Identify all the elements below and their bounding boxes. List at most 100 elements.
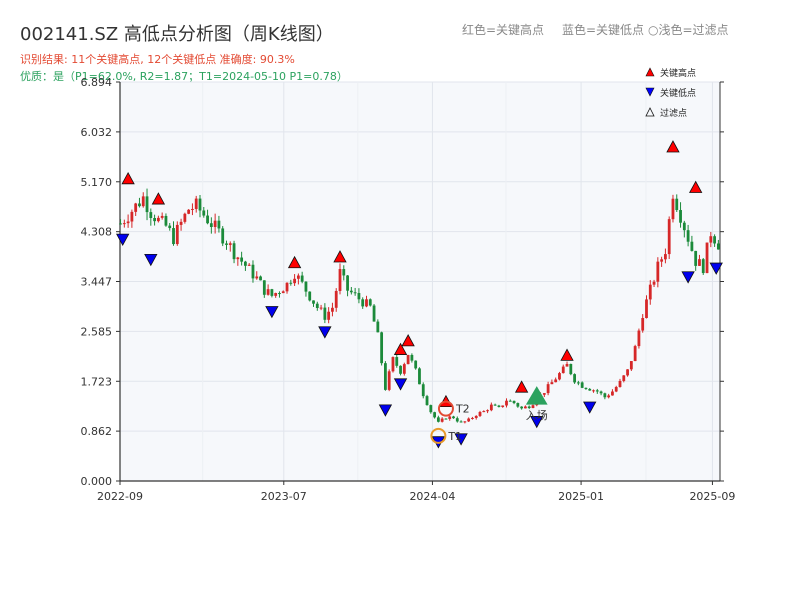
candle-body: [508, 400, 512, 402]
key-high-marker: [333, 250, 347, 263]
candle-body: [296, 275, 300, 279]
chart-title: 002141.SZ 高低点分析图（周K线图）: [20, 24, 334, 45]
candle-body: [255, 276, 259, 279]
candle-body: [471, 417, 474, 419]
candle-body: [452, 416, 455, 419]
candle-body: [187, 209, 191, 214]
candle-body: [399, 365, 402, 374]
candle-body: [501, 405, 505, 407]
key-low-marker: [144, 253, 158, 267]
candle-body: [384, 363, 387, 390]
y-tick-label: 6.032: [81, 126, 113, 139]
legend-label: 关键高点: [660, 67, 696, 79]
candle-body: [368, 299, 372, 306]
candle-body: [459, 421, 463, 423]
candle-body: [489, 404, 493, 411]
candle-body: [584, 387, 588, 389]
candle-body: [126, 221, 130, 224]
annotation-t1-label: T1: [447, 430, 462, 443]
key-high-marker: [401, 334, 415, 347]
candle-body: [319, 307, 323, 309]
candle-body: [236, 257, 240, 260]
key-low-marker: [681, 271, 695, 284]
candle-body: [629, 361, 633, 370]
candle-body: [168, 225, 172, 229]
candle-body: [149, 212, 153, 218]
candle-body: [323, 307, 327, 320]
candle-body: [365, 299, 368, 307]
legend-marker-high: [645, 67, 655, 77]
candle-body: [558, 373, 561, 380]
candle-body: [614, 386, 618, 392]
key-high-marker: [151, 192, 166, 205]
candle-body: [198, 198, 202, 211]
candle-body: [425, 396, 429, 406]
legend-label: 关键低点: [660, 87, 696, 99]
candle-body: [418, 368, 421, 385]
candle-body: [497, 405, 501, 407]
candle-body: [191, 208, 194, 210]
candle-body: [633, 346, 637, 362]
candle-body: [455, 418, 459, 422]
candle-body: [690, 241, 694, 251]
candle-body: [561, 366, 565, 374]
candle-body: [217, 220, 221, 229]
candle-body: [448, 416, 452, 419]
candle-body: [414, 360, 418, 369]
candle-body: [285, 282, 289, 292]
candle-body: [247, 264, 251, 266]
candle-body: [592, 390, 595, 392]
candle-body: [156, 217, 160, 222]
candle-body: [130, 211, 134, 222]
candle-body: [429, 405, 433, 413]
key-low-marker: [318, 326, 332, 339]
key-high-marker: [121, 171, 135, 185]
candle-body: [641, 318, 645, 331]
candle-body: [395, 357, 399, 366]
candle-body: [713, 236, 716, 244]
candle-body: [346, 275, 349, 291]
y-tick-label: 4.308: [81, 226, 113, 239]
candle-body: [569, 363, 573, 375]
candle-body: [183, 213, 187, 222]
candle-body: [141, 196, 145, 207]
candle-body: [573, 374, 576, 383]
candle-body: [278, 293, 281, 295]
candle-body: [228, 243, 232, 245]
candle-body: [444, 418, 448, 420]
candle-body: [338, 269, 342, 291]
candle-body: [134, 203, 138, 212]
candle-body: [652, 281, 656, 285]
candle-body: [516, 403, 520, 407]
key-low-marker: [265, 306, 279, 319]
candle-body: [209, 223, 213, 227]
candle-body: [160, 215, 164, 218]
legend-label: 过滤点: [660, 107, 687, 119]
legend-marker-filtered: [645, 107, 655, 117]
candle-body: [349, 290, 353, 293]
annotation-t1-circle: [430, 427, 447, 444]
x-tick-label: 2022-09: [97, 490, 143, 503]
candle-body: [675, 198, 679, 211]
candle-body: [671, 198, 675, 220]
candle-body: [270, 289, 274, 296]
candle-body: [618, 380, 622, 387]
candle-body: [410, 354, 414, 361]
candle-body: [588, 388, 592, 391]
candle-body: [542, 393, 546, 395]
candle-body: [524, 406, 527, 409]
y-tick-label: 3.447: [81, 276, 113, 289]
candle-body: [505, 400, 508, 406]
key-low-marker: [378, 404, 393, 417]
candle-body: [172, 228, 175, 245]
candle-body: [520, 406, 524, 409]
candle-body: [656, 261, 660, 282]
candle-body: [376, 321, 380, 333]
candle-body: [622, 375, 626, 381]
candle-body: [402, 364, 406, 374]
key-high-marker: [514, 380, 529, 393]
candle-body: [607, 395, 611, 398]
candle-body: [682, 222, 686, 231]
key-low-marker: [393, 378, 408, 391]
candle-body: [433, 412, 436, 418]
